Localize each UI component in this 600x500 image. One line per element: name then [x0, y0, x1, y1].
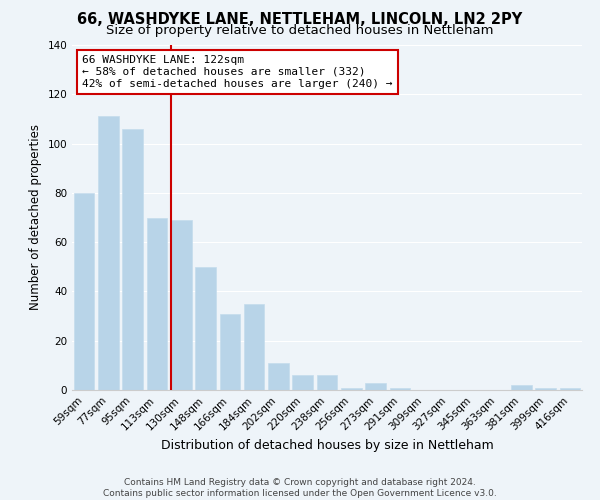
Text: 66, WASHDYKE LANE, NETTLEHAM, LINCOLN, LN2 2PY: 66, WASHDYKE LANE, NETTLEHAM, LINCOLN, L… [77, 12, 523, 28]
Bar [560, 388, 580, 390]
Bar [341, 388, 362, 390]
Bar [535, 388, 556, 390]
Bar [146, 218, 167, 390]
Text: Size of property relative to detached houses in Nettleham: Size of property relative to detached ho… [106, 24, 494, 37]
X-axis label: Distribution of detached houses by size in Nettleham: Distribution of detached houses by size … [161, 438, 493, 452]
Bar [389, 388, 410, 390]
Bar [98, 116, 119, 390]
Bar [317, 375, 337, 390]
Y-axis label: Number of detached properties: Number of detached properties [29, 124, 42, 310]
Bar [171, 220, 191, 390]
Text: 66 WASHDYKE LANE: 122sqm
← 58% of detached houses are smaller (332)
42% of semi-: 66 WASHDYKE LANE: 122sqm ← 58% of detach… [82, 56, 392, 88]
Bar [195, 267, 216, 390]
Bar [74, 193, 94, 390]
Bar [511, 385, 532, 390]
Bar [292, 375, 313, 390]
Bar [268, 363, 289, 390]
Bar [220, 314, 240, 390]
Bar [365, 382, 386, 390]
Bar [122, 129, 143, 390]
Bar [244, 304, 265, 390]
Text: Contains HM Land Registry data © Crown copyright and database right 2024.
Contai: Contains HM Land Registry data © Crown c… [103, 478, 497, 498]
